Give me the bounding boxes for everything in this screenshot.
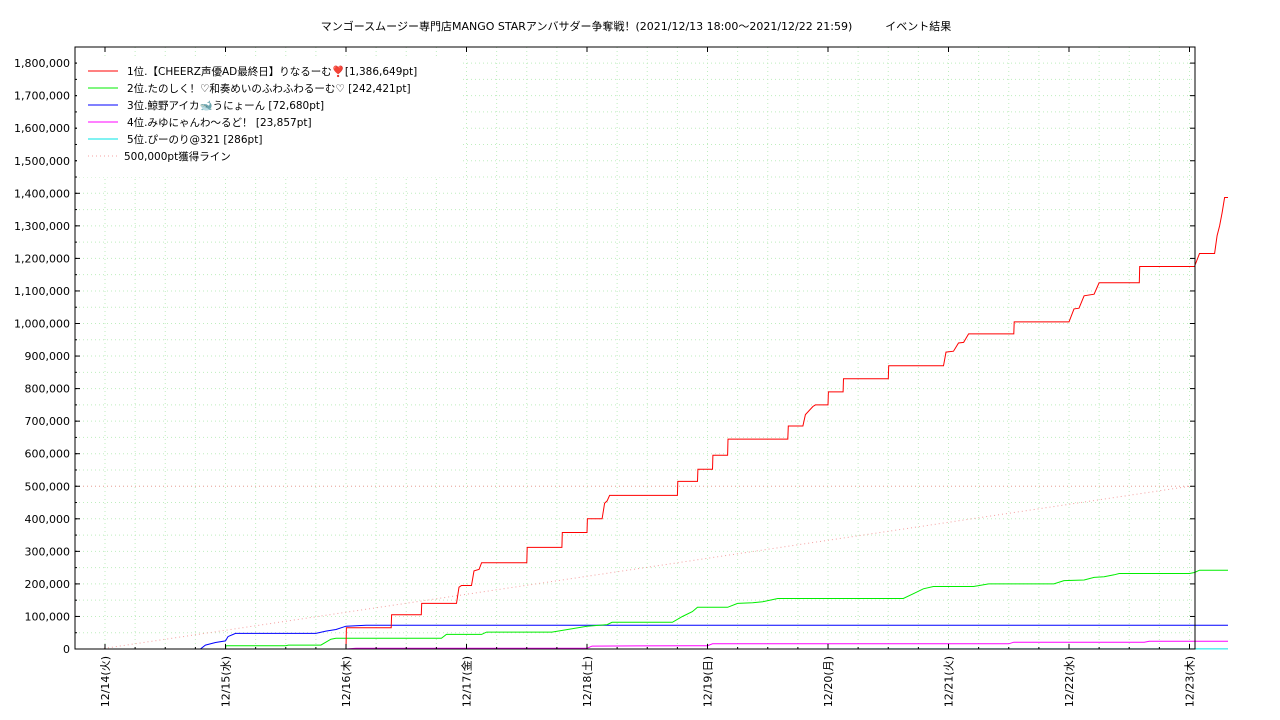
legend-entry: 1位.【CHEERZ声優AD最終日】りなるーむ❣️[1,386,649pt] (127, 65, 417, 78)
x-tick-label: 12/23(木) (1184, 656, 1197, 707)
y-tick-label: 0 (63, 643, 70, 656)
x-tick-label: 12/17(金) (460, 656, 474, 707)
y-tick-label: 1,500,000 (14, 155, 70, 168)
x-tick-label: 12/18(土) (581, 656, 594, 707)
y-tick-label: 1,700,000 (14, 90, 70, 103)
y-tick-label: 900,000 (25, 350, 71, 363)
series-line-3 (200, 624, 1228, 650)
x-tick-label: 12/21(火) (943, 656, 956, 707)
plot-frame (74, 46, 1196, 650)
legend-entry: 3位.鯨野アイカ🐋うにょーん [72,680pt] (127, 99, 324, 112)
series-line-1 (74, 197, 1228, 650)
legend-entry: 2位.たのしく！♡和奏めいのふわふわるーむ♡ [242,421pt] (127, 82, 411, 95)
series-line-2 (225, 569, 1228, 650)
legend-entry: 500,000pt獲得ライン (124, 150, 231, 163)
x-tick-label: 12/22(水) (1063, 656, 1076, 707)
x-tick-label: 12/14(火) (99, 656, 112, 707)
y-tick-label: 800,000 (25, 383, 71, 396)
legend: 1位.【CHEERZ声優AD最終日】りなるーむ❣️[1,386,649pt] 2位… (77, 59, 462, 177)
y-tick-label: 1,400,000 (14, 187, 70, 200)
x-tick-label: 12/20(月) (822, 656, 835, 707)
y-tick-label: 1,000,000 (14, 318, 70, 331)
legend-entry: 5位.ぴーのり@321 [286pt] (127, 133, 262, 146)
y-tick-label: 200,000 (25, 578, 71, 591)
x-tick-label: 12/16(木) (340, 656, 353, 707)
y-tick-label: 1,100,000 (14, 285, 70, 298)
y-tick-label: 1,800,000 (14, 57, 70, 70)
y-tick-label: 1,600,000 (14, 122, 70, 135)
y-tick-label: 1,300,000 (14, 220, 70, 233)
y-tick-label: 1,200,000 (14, 252, 70, 265)
chart-title: マンゴースムージー専門店MANGO STARアンバサダー争奪戦！(2021/12… (321, 19, 952, 33)
axis-ticks: 0 100,000 200,000 300,000 400,000 500,000 600,… (14, 47, 1197, 707)
series-line-4 (345, 640, 1228, 650)
x-tick-label: 12/19(日) (702, 656, 715, 707)
y-tick-label: 400,000 (25, 513, 71, 526)
legend-entry: 4位.みゆにゃんわ〜るど！ [23,857pt] (127, 116, 312, 129)
x-tick-label: 12/15(水) (220, 656, 233, 707)
y-tick-label: 600,000 (25, 448, 71, 461)
series-layer (74, 197, 1229, 650)
y-tick-label: 100,000 (25, 610, 71, 623)
y-tick-label: 300,000 (25, 545, 71, 558)
y-tick-label: 700,000 (25, 415, 71, 428)
y-tick-label: 500,000 (25, 480, 71, 493)
legend-box (77, 59, 462, 177)
